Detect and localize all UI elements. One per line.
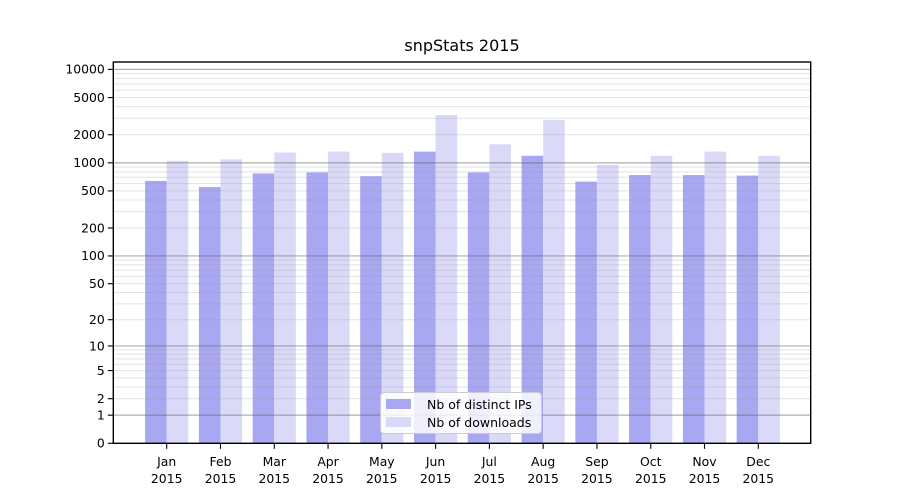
x-tick-label-year-jun: 2015 bbox=[420, 471, 452, 486]
legend-swatch-distinct-ips bbox=[386, 399, 411, 409]
legend-swatch-downloads bbox=[386, 417, 411, 427]
x-tick-label-year-jul: 2015 bbox=[474, 471, 506, 486]
bar-nb-of-distinct-ips-oct bbox=[629, 175, 651, 444]
bar-nb-of-distinct-ips-aug bbox=[521, 155, 544, 444]
bar-nb-of-distinct-ips-jan bbox=[145, 180, 167, 444]
bar-nb-of-downloads-dec bbox=[758, 155, 780, 444]
x-tick-label-month-mar: Mar bbox=[263, 454, 287, 469]
bar-nb-of-downloads-may bbox=[381, 152, 404, 444]
chart-legend: Nb of distinct IPs Nb of downloads bbox=[380, 392, 542, 434]
x-tick-label-year-mar: 2015 bbox=[258, 471, 290, 486]
legend-item-distinct-ips: Nb of distinct IPs bbox=[386, 397, 541, 412]
x-tick-label-year-aug: 2015 bbox=[527, 471, 559, 486]
x-tick-label-month-may: May bbox=[369, 454, 395, 469]
plot-frame bbox=[112, 61, 812, 444]
legend-label-distinct-ips: Nb of distinct IPs bbox=[427, 396, 532, 412]
bar-nb-of-downloads-jun bbox=[435, 115, 458, 444]
x-tick-label-year-dec: 2015 bbox=[743, 471, 775, 486]
x-tick-label-month-apr: Apr bbox=[317, 454, 339, 469]
bar-nb-of-distinct-ips-feb bbox=[198, 187, 221, 444]
x-tick-label-month-dec: Dec bbox=[746, 454, 770, 469]
x-tick-label-month-jul: Jul bbox=[481, 454, 497, 469]
y-tick-label-50: 50 bbox=[89, 276, 105, 291]
x-tick-label-month-nov: Nov bbox=[692, 454, 716, 469]
bar-nb-of-downloads-jan bbox=[166, 160, 189, 444]
y-tick-label-10: 10 bbox=[89, 338, 105, 353]
x-tick-label-year-oct: 2015 bbox=[635, 471, 667, 486]
y-tick-label-20: 20 bbox=[89, 312, 105, 327]
bar-nb-of-distinct-ips-sep bbox=[575, 181, 597, 444]
bar-nb-of-distinct-ips-jul bbox=[467, 172, 490, 444]
x-tick-label-year-feb: 2015 bbox=[205, 471, 237, 486]
bar-nb-of-downloads-oct bbox=[650, 155, 673, 444]
y-tick-label-5: 5 bbox=[97, 363, 105, 378]
bar-nb-of-downloads-sep bbox=[596, 164, 619, 444]
bar-nb-of-distinct-ips-dec bbox=[736, 175, 759, 444]
x-tick-label-year-apr: 2015 bbox=[312, 471, 344, 486]
bar-nb-of-downloads-nov bbox=[704, 151, 727, 444]
x-tick-label-year-may: 2015 bbox=[366, 471, 398, 486]
bar-nb-of-distinct-ips-nov bbox=[682, 175, 705, 444]
y-tick-label-500: 500 bbox=[81, 183, 105, 198]
chart-title: snpStats 2015 bbox=[404, 36, 520, 55]
x-tick-label-month-aug: Aug bbox=[531, 454, 555, 469]
y-tick-label-0: 0 bbox=[97, 436, 105, 451]
x-tick-label-month-oct: Oct bbox=[640, 454, 662, 469]
bar-nb-of-downloads-aug bbox=[543, 119, 565, 444]
x-tick-label-year-nov: 2015 bbox=[689, 471, 721, 486]
bar-nb-of-distinct-ips-apr bbox=[306, 172, 329, 444]
bar-nb-of-downloads-feb bbox=[220, 159, 243, 444]
legend-item-downloads: Nb of downloads bbox=[386, 415, 541, 430]
bar-nb-of-downloads-jul bbox=[489, 144, 511, 444]
y-tick-label-2: 2 bbox=[97, 391, 105, 406]
x-tick-label-month-jan: Jan bbox=[156, 454, 176, 469]
x-tick-label-year-sep: 2015 bbox=[581, 471, 613, 486]
y-tick-label-1000: 1000 bbox=[73, 155, 105, 170]
bar-nb-of-distinct-ips-mar bbox=[252, 173, 275, 444]
x-tick-label-month-jun: Jun bbox=[425, 454, 445, 469]
bar-nb-of-downloads-mar bbox=[274, 152, 296, 444]
y-tick-label-5000: 5000 bbox=[73, 90, 105, 105]
bar-nb-of-distinct-ips-may bbox=[360, 176, 382, 444]
x-tick-label-month-sep: Sep bbox=[585, 454, 608, 469]
y-tick-label-200: 200 bbox=[81, 220, 105, 235]
x-tick-label-month-feb: Feb bbox=[210, 454, 232, 469]
legend-label-downloads: Nb of downloads bbox=[427, 414, 532, 430]
x-tick-label-year-jan: 2015 bbox=[151, 471, 183, 486]
y-tick-label-2000: 2000 bbox=[73, 127, 105, 142]
y-tick-label-10000: 10000 bbox=[65, 62, 105, 77]
y-tick-label-1: 1 bbox=[97, 407, 105, 422]
bar-nb-of-downloads-apr bbox=[328, 151, 350, 444]
bar-nb-of-distinct-ips-jun bbox=[414, 151, 436, 444]
y-tick-label-100: 100 bbox=[81, 248, 105, 263]
